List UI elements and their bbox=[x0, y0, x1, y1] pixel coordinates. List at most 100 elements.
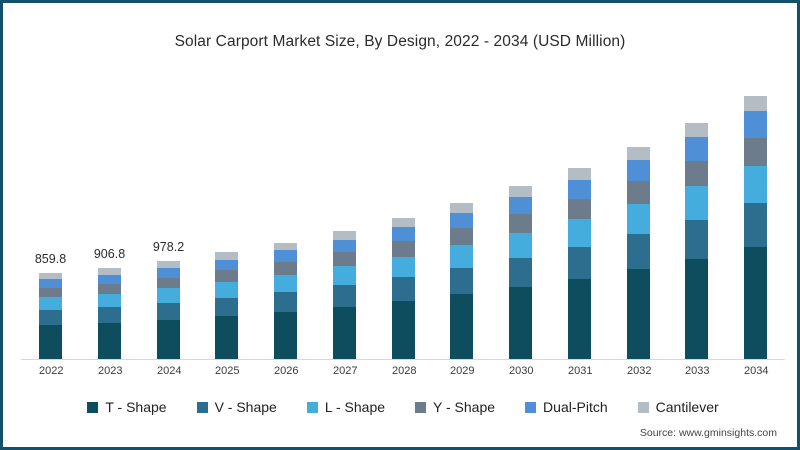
bar-segment[interactable] bbox=[333, 252, 356, 267]
bar-segment[interactable] bbox=[450, 228, 473, 246]
bar-segment[interactable] bbox=[157, 319, 180, 359]
bar-segment[interactable] bbox=[627, 204, 650, 235]
bar-segment[interactable] bbox=[274, 274, 297, 292]
bar-segment[interactable] bbox=[627, 234, 650, 270]
plot-area: 859.8 906.8 978.2 bbox=[35, 88, 767, 359]
bar-segment[interactable] bbox=[392, 227, 415, 242]
bar-segment[interactable] bbox=[744, 111, 767, 138]
bar-segment[interactable] bbox=[98, 307, 121, 323]
bar-segment[interactable] bbox=[392, 256, 415, 278]
bar-segment[interactable] bbox=[450, 245, 473, 268]
bar-segment[interactable] bbox=[333, 306, 356, 359]
bar-segment[interactable] bbox=[685, 123, 708, 138]
bar-column[interactable]: 859.8 bbox=[35, 88, 66, 359]
bar-segment[interactable] bbox=[744, 203, 767, 247]
bar-segment[interactable] bbox=[568, 219, 591, 247]
bar-segment[interactable] bbox=[157, 260, 180, 268]
bar-segment[interactable] bbox=[744, 246, 767, 359]
bar-segment[interactable] bbox=[39, 279, 62, 288]
legend-item[interactable]: Dual-Pitch bbox=[525, 399, 608, 415]
bar-segment[interactable] bbox=[215, 297, 238, 317]
bar-segment[interactable] bbox=[509, 185, 532, 197]
bar-segment[interactable] bbox=[333, 239, 356, 253]
bar-segment[interactable] bbox=[450, 212, 473, 229]
bar-segment[interactable] bbox=[274, 242, 297, 251]
bar-segment[interactable] bbox=[627, 159, 650, 182]
bar-segment[interactable] bbox=[392, 218, 415, 228]
bar-segment[interactable] bbox=[215, 259, 238, 271]
bar-segment[interactable] bbox=[685, 160, 708, 187]
bar-segment[interactable] bbox=[215, 282, 238, 298]
bar-segment[interactable] bbox=[568, 278, 591, 359]
bar-segment[interactable] bbox=[744, 166, 767, 204]
bar-segment[interactable] bbox=[744, 137, 767, 166]
legend-item[interactable]: Cantilever bbox=[637, 399, 719, 415]
bar-segment[interactable] bbox=[333, 231, 356, 240]
bar-segment[interactable] bbox=[98, 322, 121, 359]
bar-segment[interactable] bbox=[627, 181, 650, 205]
bar-segment[interactable] bbox=[98, 283, 121, 294]
bar-segment[interactable] bbox=[509, 286, 532, 359]
bar-column[interactable] bbox=[215, 88, 238, 359]
bar-segment[interactable] bbox=[685, 186, 708, 220]
bar-column[interactable] bbox=[392, 88, 415, 359]
bar-segment[interactable] bbox=[392, 301, 415, 359]
bar-segment[interactable] bbox=[509, 196, 532, 215]
bar-segment[interactable] bbox=[509, 257, 532, 287]
bar-column[interactable] bbox=[450, 88, 473, 359]
bar-segment[interactable] bbox=[39, 324, 62, 359]
bar-segment[interactable] bbox=[509, 232, 532, 258]
bar-segment[interactable] bbox=[627, 269, 650, 359]
bar-segment[interactable] bbox=[627, 147, 650, 160]
legend-item[interactable]: L - Shape bbox=[306, 399, 385, 415]
bar-segment[interactable] bbox=[568, 246, 591, 279]
bar-column[interactable] bbox=[744, 88, 767, 359]
bar-segment[interactable] bbox=[215, 270, 238, 283]
bar-segment[interactable] bbox=[157, 302, 180, 320]
bar-segment[interactable] bbox=[333, 285, 356, 307]
legend-item[interactable]: Y - Shape bbox=[415, 399, 495, 415]
bar-column[interactable] bbox=[568, 88, 591, 359]
bar-segment[interactable] bbox=[274, 262, 297, 275]
bar-segment[interactable] bbox=[450, 202, 473, 213]
bar-segment[interactable] bbox=[39, 297, 62, 310]
bar-segment[interactable] bbox=[157, 267, 180, 278]
bar-segment[interactable] bbox=[685, 219, 708, 259]
bar-column[interactable] bbox=[333, 88, 356, 359]
bar-segment[interactable] bbox=[274, 250, 297, 263]
bar-segment[interactable] bbox=[509, 214, 532, 233]
bar-column[interactable] bbox=[274, 88, 297, 359]
bar-segment[interactable] bbox=[98, 293, 121, 308]
bar-segment[interactable] bbox=[568, 179, 591, 199]
bar-segment[interactable] bbox=[157, 288, 180, 303]
bar-segment[interactable] bbox=[98, 274, 121, 284]
bar-segment[interactable] bbox=[568, 167, 591, 180]
bar-column[interactable]: 978.2 bbox=[153, 88, 184, 359]
bar-segment[interactable] bbox=[39, 287, 62, 298]
bar-segment[interactable] bbox=[39, 309, 62, 325]
bar-segment[interactable] bbox=[274, 291, 297, 312]
bar-segment[interactable] bbox=[157, 277, 180, 289]
bar-segment[interactable] bbox=[450, 267, 473, 295]
bar-segment[interactable] bbox=[392, 241, 415, 257]
bar-segment[interactable] bbox=[568, 198, 591, 220]
legend-label: Y - Shape bbox=[433, 399, 496, 415]
legend-item[interactable]: T - Shape bbox=[87, 399, 167, 415]
legend-item[interactable]: V - Shape bbox=[196, 399, 277, 415]
bar-segment[interactable] bbox=[685, 137, 708, 161]
bar-segment[interactable] bbox=[450, 294, 473, 359]
bar-column[interactable] bbox=[685, 88, 708, 359]
bar-segment[interactable] bbox=[685, 258, 708, 359]
bar-segment[interactable] bbox=[215, 316, 238, 359]
bar-segment[interactable] bbox=[392, 277, 415, 301]
bar-column[interactable] bbox=[509, 88, 532, 359]
bar-segment[interactable] bbox=[215, 252, 238, 260]
bar-column[interactable]: 906.8 bbox=[94, 88, 125, 359]
bar-segment[interactable] bbox=[98, 268, 121, 275]
bar-segment[interactable] bbox=[274, 311, 297, 359]
bar-segment[interactable] bbox=[39, 272, 62, 280]
bar-column[interactable] bbox=[627, 88, 650, 359]
x-axis-labels: 2022 2023 2024 2025 2026 2027 2028 2029 2030 2031… bbox=[39, 365, 768, 383]
bar-segment[interactable] bbox=[333, 266, 356, 286]
bar-segment[interactable] bbox=[744, 96, 767, 112]
